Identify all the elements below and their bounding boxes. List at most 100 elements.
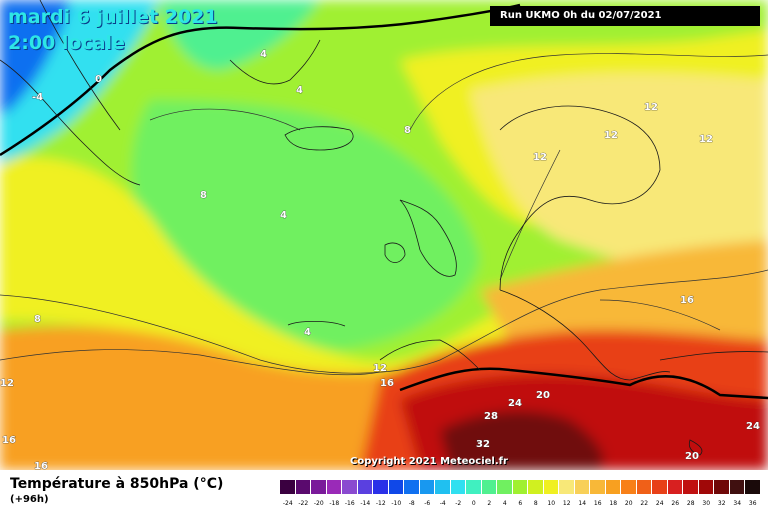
contour-label: 12 xyxy=(533,152,547,163)
colorbar-tick-label: 34 xyxy=(733,500,742,507)
colorbar-tick-label: -20 xyxy=(313,500,324,507)
colorbar-swatch xyxy=(466,480,482,494)
colorbar-tick-label: 6 xyxy=(518,500,523,507)
colorbar-tick-label: 36 xyxy=(748,500,757,507)
isotherm-20-line xyxy=(399,367,768,400)
temperature-colorbar xyxy=(280,480,761,494)
contour-label: 8 xyxy=(200,190,207,201)
contour-label: 4 xyxy=(280,210,287,221)
isotherm-lines xyxy=(0,53,768,376)
colorbar-tick-label: 16 xyxy=(593,500,602,507)
colorbar-swatch xyxy=(590,480,606,494)
colorbar-tick-label: -12 xyxy=(375,500,386,507)
legend-title: Température à 850hPa (°C) xyxy=(10,476,224,492)
contour-label: 4 xyxy=(304,327,311,338)
colorbar-tick-label: 24 xyxy=(655,500,664,507)
colorbar-tick-label: -6 xyxy=(424,500,431,507)
colorbar-tick-label: 22 xyxy=(640,500,649,507)
colorbar-swatch xyxy=(745,480,761,494)
colorbar-swatch xyxy=(311,480,327,494)
colorbar-swatch xyxy=(450,480,466,494)
colorbar-swatch xyxy=(481,480,497,494)
colorbar-tick-label: -16 xyxy=(344,500,355,507)
colorbar-tick-label: 2 xyxy=(487,500,492,507)
colorbar-tick-label: 30 xyxy=(702,500,711,507)
colorbar-tick-label: -4 xyxy=(439,500,446,507)
contour-label: 12 xyxy=(604,130,618,141)
colorbar-tick-label: -14 xyxy=(360,500,371,507)
colorbar-tick-label: 26 xyxy=(671,500,680,507)
colorbar-swatch xyxy=(574,480,590,494)
colorbar-swatch xyxy=(543,480,559,494)
colorbar-tick-label: 12 xyxy=(562,500,571,507)
temperature-field xyxy=(0,0,768,470)
forecast-step-label: (+96h) xyxy=(10,494,49,505)
colorbar-tick-label: -24 xyxy=(282,500,293,507)
forecast-time-title: 2:00 locale xyxy=(8,32,125,54)
colorbar-swatch xyxy=(280,480,296,494)
contour-label: 20 xyxy=(536,390,550,401)
colorbar-swatch xyxy=(683,480,699,494)
contour-label: 4 xyxy=(260,49,267,60)
contour-label: 16 xyxy=(34,461,48,470)
contour-label: 16 xyxy=(380,378,394,389)
colorbar-swatch xyxy=(435,480,451,494)
colorbar-swatch xyxy=(497,480,513,494)
contour-label: -4 xyxy=(32,92,43,103)
contour-label: 28 xyxy=(484,411,498,422)
colorbar-swatch xyxy=(357,480,373,494)
colorbar-tick-label: -18 xyxy=(329,500,340,507)
colorbar-swatch xyxy=(295,480,311,494)
colorbar-swatch xyxy=(326,480,342,494)
contour-label: 12 xyxy=(699,134,713,145)
contour-label: 12 xyxy=(644,102,658,113)
colorbar-swatch xyxy=(512,480,528,494)
colorbar-swatch xyxy=(388,480,404,494)
contour-label: 8 xyxy=(404,125,411,136)
colorbar-swatch xyxy=(636,480,652,494)
colorbar-ticks: -24 -22 -20 -18 -16 -14 -12 -10 -8 -6 -4 -2 0 2 4 6 8 10 1… xyxy=(280,500,761,507)
colorbar-swatch xyxy=(605,480,621,494)
contour-labels: -4 0 4 4 4 8 8 4 12 12 12 12 16 8 12 12 … xyxy=(0,49,760,470)
contour-label: 24 xyxy=(746,421,760,432)
coastlines xyxy=(0,0,768,456)
contour-label: 12 xyxy=(0,378,14,389)
colorbar-swatch xyxy=(528,480,544,494)
isotherm-zero-line xyxy=(0,3,521,157)
contour-label: 0 xyxy=(95,74,102,85)
contour-label: 12 xyxy=(373,363,387,374)
colorbar-tick-label: -10 xyxy=(391,500,402,507)
colorbar-tick-label: 20 xyxy=(624,500,633,507)
forecast-date-title: mardi 6 juillet 2021 xyxy=(8,6,218,28)
colorbar-swatch xyxy=(342,480,358,494)
colorbar-swatch xyxy=(419,480,435,494)
colorbar-tick-label: -2 xyxy=(455,500,462,507)
colorbar-swatch xyxy=(729,480,745,494)
colorbar-tick-label: 4 xyxy=(502,500,507,507)
contour-label: 16 xyxy=(2,435,16,446)
colorbar-tick-label: 14 xyxy=(578,500,587,507)
colorbar-tick-label: 28 xyxy=(686,500,695,507)
colorbar-swatch xyxy=(652,480,668,494)
colorbar-swatch xyxy=(373,480,389,494)
contour-label: 4 xyxy=(296,85,303,96)
contour-label: 20 xyxy=(685,451,699,462)
colorbar-tick-label: -8 xyxy=(408,500,415,507)
colorbar-swatch xyxy=(559,480,575,494)
colorbar-swatch xyxy=(698,480,714,494)
contour-label: 16 xyxy=(680,295,694,306)
colorbar-tick-label: 10 xyxy=(547,500,556,507)
colorbar-tick-label: 0 xyxy=(471,500,476,507)
colorbar-swatch xyxy=(714,480,730,494)
temperature-map: -4 0 4 4 4 8 8 4 12 12 12 12 16 8 12 12 … xyxy=(0,0,768,470)
colorbar-tick-label: -22 xyxy=(298,500,309,507)
colorbar-swatch xyxy=(667,480,683,494)
contour-label: 32 xyxy=(476,439,490,450)
contour-label: 8 xyxy=(34,314,41,325)
model-run-label: Run UKMO 0h du 02/07/2021 xyxy=(490,6,760,26)
colorbar-tick-label: 8 xyxy=(533,500,538,507)
colorbar-tick-label: 32 xyxy=(717,500,726,507)
colorbar-tick-label: 18 xyxy=(609,500,618,507)
colorbar-swatch xyxy=(404,480,420,494)
